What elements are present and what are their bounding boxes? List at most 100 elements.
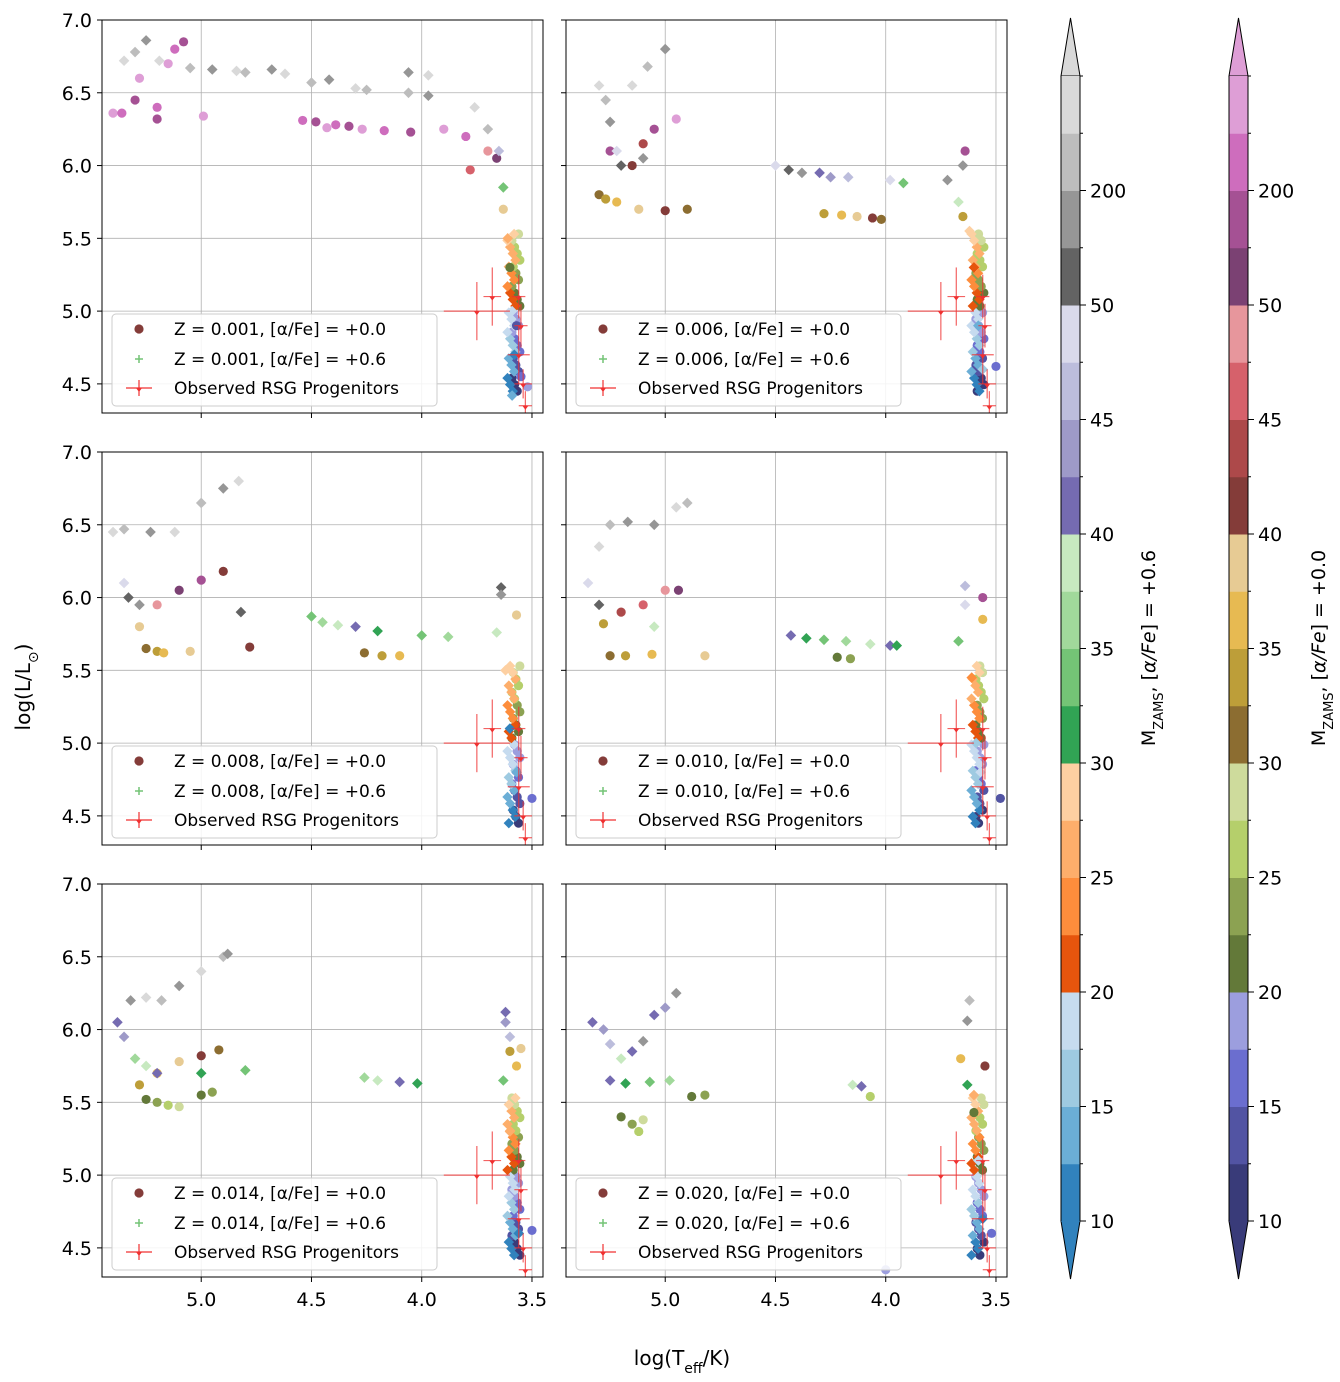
alpha-0.0-point	[377, 651, 387, 661]
alpha-0.0-point	[298, 115, 308, 126]
alpha-0.6-point	[140, 992, 152, 1003]
alpha-0.0-point	[612, 197, 622, 207]
alpha-0.6-point	[442, 631, 454, 643]
alpha-0.0-point	[344, 121, 354, 131]
alpha-0.6-point	[359, 1072, 370, 1083]
rsg-diamond-point	[503, 1191, 515, 1202]
alpha-0.6-point	[206, 64, 218, 75]
colorbar-segment	[1061, 1049, 1080, 1107]
alpha-0.0-point	[837, 210, 847, 220]
colorbar-label: MZAMS, [α/Fe] = +0.6	[1138, 550, 1167, 746]
legend-plus-marker	[135, 355, 143, 363]
rsg-diamond-point	[510, 1092, 521, 1104]
colorbar-segment	[1229, 934, 1248, 993]
alpha-0.6-point	[648, 519, 660, 531]
rsg-diamond-point	[503, 1236, 515, 1248]
y-tick-label: 7.0	[62, 442, 92, 464]
colorbar-segment	[1229, 76, 1248, 134]
observed-marker	[979, 1218, 986, 1223]
colorbar-segment	[1229, 419, 1248, 478]
alpha-0.6-point	[622, 516, 634, 528]
legend: Z = 0.001, [α/Fe] = +0.0 Z = 0.001, [α/Fe…	[111, 313, 438, 407]
colorbar-label-part: α/Fe	[1308, 631, 1330, 673]
alpha-0.6-point	[423, 70, 434, 81]
alpha-0.0-point	[852, 211, 862, 222]
legend-observed-marker	[136, 388, 142, 392]
legend: Z = 0.014, [α/Fe] = +0.0 Z = 0.014, [α/Fe…	[111, 1177, 438, 1271]
alpha-0.0-point	[634, 1126, 644, 1137]
legend-circle-marker	[134, 1188, 144, 1198]
y-axis-label-sub: ⊙	[26, 651, 42, 663]
data-layer	[587, 987, 997, 1277]
alpha-0.6-point	[306, 77, 317, 88]
alpha-0.6-point	[842, 171, 854, 183]
x-tick-label: 5.0	[186, 1289, 216, 1311]
alpha-0.6-point	[814, 167, 825, 179]
alpha-0.6-point	[118, 1031, 130, 1043]
alpha-0.0-point	[682, 204, 692, 214]
observed-marker	[522, 837, 529, 842]
alpha-0.6-point	[491, 627, 502, 638]
y-tick-label: 7.0	[62, 10, 92, 32]
alpha-0.0-point	[616, 607, 626, 617]
data-layer	[108, 35, 533, 413]
alpha-0.0-point	[605, 146, 615, 156]
alpha-0.6-point	[222, 948, 233, 960]
colorbar-label-part: α/Fe	[1138, 631, 1160, 673]
data-layer	[112, 948, 537, 1277]
alpha-0.0-point	[700, 1090, 710, 1100]
alpha-0.6-point	[770, 160, 781, 171]
y-tick-label: 6.5	[62, 947, 92, 969]
rsg-diamond-point	[970, 1145, 981, 1156]
alpha-0.0-point	[978, 592, 988, 603]
observed-marker	[937, 311, 944, 316]
colorbar-segment	[1229, 534, 1248, 592]
observed-marker	[520, 815, 527, 820]
y-tick-label: 4.5	[62, 806, 92, 828]
alpha-0.6-point	[801, 633, 812, 644]
observed-progenitor	[443, 714, 510, 773]
alpha-0.6-point	[323, 74, 335, 85]
observed-marker	[979, 786, 986, 791]
observed-progenitor	[947, 1131, 966, 1190]
observed-marker	[515, 1160, 522, 1165]
alpha-0.0-point	[978, 614, 988, 624]
alpha-0.6-point	[644, 1076, 656, 1088]
alpha-0.0-point	[634, 204, 644, 214]
alpha-0.0-point	[163, 59, 173, 69]
colorbar-tick-label: 200	[1258, 181, 1294, 203]
rsg-diamond-point	[974, 1177, 985, 1189]
legend-entry-alpha-0.6: Z = 0.008, [α/Fe] = +0.6	[174, 782, 386, 802]
colorbar-tick-label: 40	[1090, 524, 1114, 546]
colorbar-segment	[1229, 820, 1248, 878]
colorbar-segment	[1229, 247, 1248, 306]
alpha-0.0-point	[498, 204, 508, 214]
legend-entry-alpha-0.0: Z = 0.010, [α/Fe] = +0.0	[638, 752, 850, 772]
colorbar-segment	[1229, 476, 1248, 535]
colorbar-segment	[1229, 133, 1248, 191]
alpha-0.0-point	[516, 1043, 526, 1054]
alpha-0.6-point	[959, 599, 971, 611]
alpha-0.6-point	[195, 497, 207, 509]
alpha-0.0-point	[196, 575, 206, 585]
y-tick-label: 6.0	[62, 156, 92, 178]
alpha-0.0-point	[876, 214, 886, 225]
alpha-0.6-point	[231, 65, 242, 77]
alpha-0.6-point	[626, 80, 638, 91]
colorbar-segment	[1061, 419, 1080, 478]
observed-progenitor	[507, 325, 530, 384]
alpha-0.0-point	[969, 1107, 979, 1118]
observed-marker	[489, 1160, 496, 1165]
rsg-diamond-point	[967, 1138, 979, 1150]
alpha-0.0-point	[527, 1225, 537, 1236]
alpha-0.0-point	[649, 124, 659, 134]
x-tick-label: 4.0	[407, 1289, 437, 1311]
legend-observed-marker	[600, 820, 606, 824]
alpha-0.0-point	[357, 124, 367, 134]
alpha-0.0-point	[627, 1119, 637, 1129]
observed-progenitor	[976, 706, 990, 751]
rsg-diamond-point	[506, 686, 517, 698]
alpha-0.0-point	[511, 610, 522, 620]
alpha-0.0-point	[359, 648, 369, 658]
